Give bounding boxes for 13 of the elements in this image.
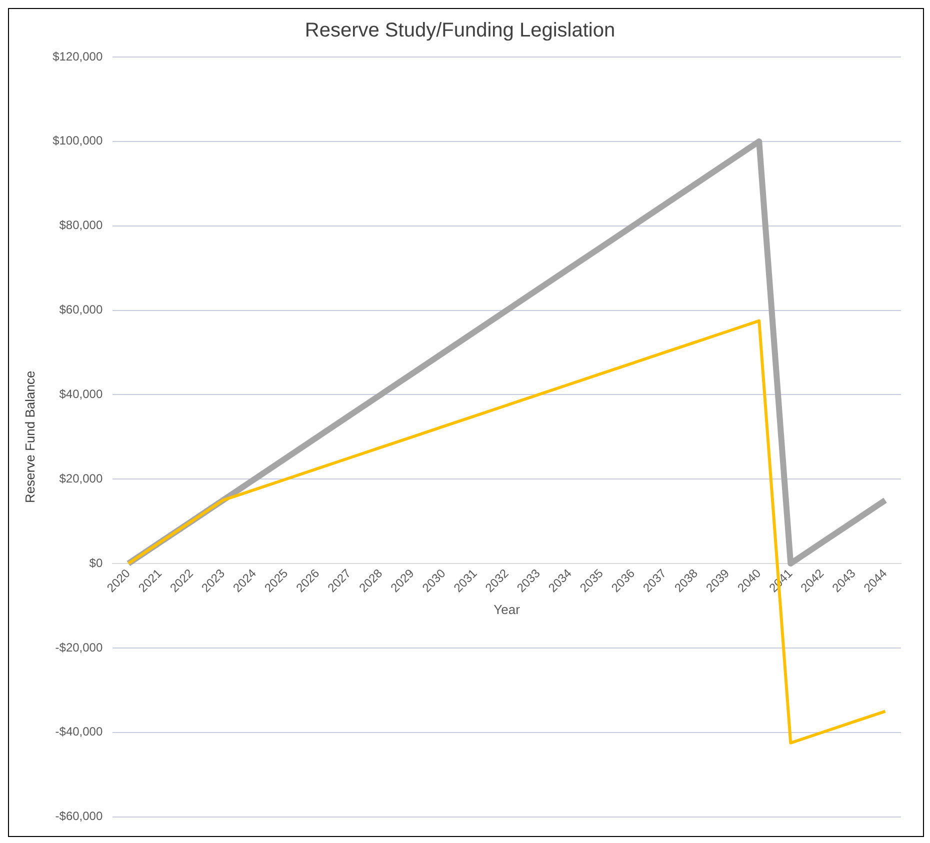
y-tick-label: -$60,000 — [55, 809, 103, 824]
x-axis-title: Year — [494, 602, 521, 617]
y-tick-label: $80,000 — [59, 218, 103, 232]
y-tick-label: $20,000 — [59, 471, 103, 486]
y-tick-label: -$40,000 — [55, 724, 103, 739]
y-tick-label: $60,000 — [59, 302, 103, 317]
y-axis-title: Reserve Fund Balance — [22, 370, 38, 504]
y-tick-label: $0 — [89, 556, 103, 570]
y-tick-label: -$20,000 — [55, 640, 103, 654]
y-tick-label: $40,000 — [59, 387, 103, 401]
y-tick-label: $120,000 — [52, 49, 103, 64]
y-tick-label: $100,000 — [52, 134, 103, 148]
chart-title: Reserve Study/Funding Legislation — [304, 20, 616, 42]
